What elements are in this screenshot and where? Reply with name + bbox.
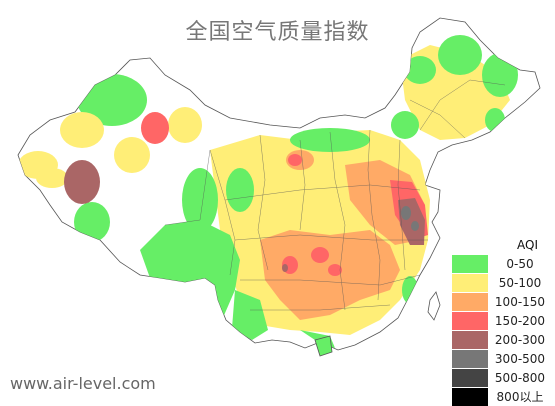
legend-item: 0-50 (452, 254, 552, 273)
legend-item: 50-100 (452, 273, 552, 292)
legend-label: 200-300 (488, 330, 552, 349)
source-url: www.air-level.com (10, 374, 156, 393)
legend-swatch (452, 254, 488, 273)
legend-item: 800以上 (452, 387, 552, 406)
legend-swatch (452, 311, 488, 330)
aqi-overlay (18, 35, 518, 348)
legend-swatch (452, 387, 488, 406)
legend-swatch (452, 292, 488, 311)
legend-label: 150-200 (488, 311, 552, 330)
legend-swatch (452, 273, 488, 292)
aqi-legend: AQI 0-50 50-100 100-150 150-200 200-300 300-5… (452, 236, 552, 406)
legend-item: 300-500 (452, 349, 552, 368)
province-borders (164, 79, 506, 311)
taiwan-island (427, 291, 441, 321)
legend-label: 800以上 (488, 387, 552, 406)
legend-item: 100-150 (452, 292, 552, 311)
page-title: 全国空气质量指数 (185, 20, 370, 45)
legend-swatch (452, 368, 488, 387)
legend-swatch (452, 349, 488, 368)
legend-label: 300-500 (488, 349, 552, 368)
legend-swatch (452, 330, 488, 349)
legend-title: AQI (517, 238, 538, 252)
legend-label: 0-50 (488, 254, 552, 273)
legend-item: 200-300 (452, 330, 552, 349)
legend-label: 500-800 (488, 368, 552, 387)
hainan-island (314, 335, 333, 357)
legend-item: 150-200 (452, 311, 552, 330)
legend-label: 100-150 (488, 292, 552, 311)
legend-label: 50-100 (488, 273, 552, 292)
legend-item: 500-800 (452, 368, 552, 387)
